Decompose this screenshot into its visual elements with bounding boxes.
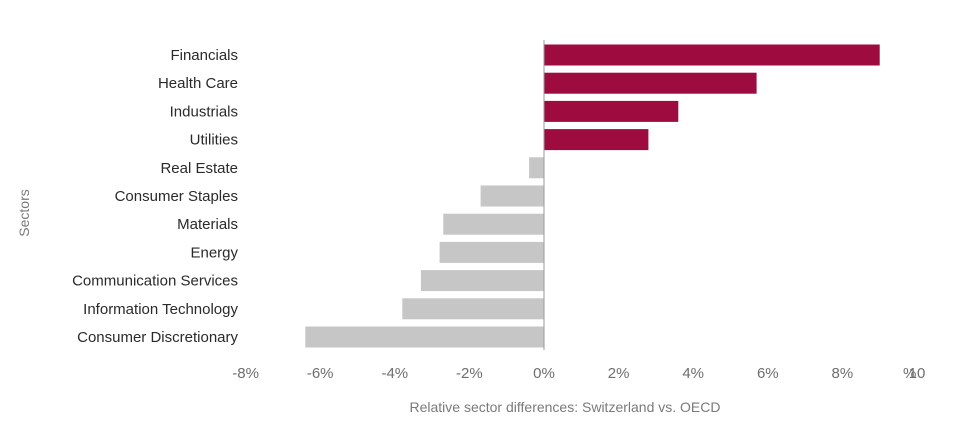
category-label: Health Care [158, 75, 238, 92]
x-tick-labels: -8% -6% -4% -2% 0% 2% 4% 6% 8% 10 [232, 365, 925, 382]
category-label: Financials [170, 47, 238, 64]
x-tick-label: -6% [307, 365, 334, 382]
bars-group [305, 44, 880, 348]
category-label: Information Technology [83, 301, 238, 318]
category-label: Consumer Discretionary [77, 329, 238, 346]
bar-industrials [544, 100, 679, 122]
x-tick-label: -4% [381, 365, 408, 382]
x-tick-label: 8% [832, 365, 854, 382]
bar-communication-services [420, 270, 544, 292]
x-unit-label: % [903, 365, 916, 382]
x-axis-title: Relative sector differences: Switzerland… [410, 399, 721, 415]
x-tick-label: 4% [682, 365, 704, 382]
category-label: Real Estate [160, 160, 238, 177]
bar-financials [544, 44, 880, 66]
x-tick-label: -2% [456, 365, 483, 382]
bar-materials [443, 213, 544, 235]
bar-health-care [544, 72, 757, 94]
category-label: Industrials [170, 103, 238, 120]
bar-information-technology [402, 298, 544, 320]
category-label: Materials [177, 216, 238, 233]
bar-real-estate [529, 157, 544, 179]
bar-energy [439, 241, 544, 263]
bar-consumer-staples [480, 185, 544, 207]
x-tick-label: -8% [232, 365, 259, 382]
bar-utilities [544, 129, 649, 151]
category-label: Energy [190, 244, 238, 261]
y-axis-title: Sectors [16, 189, 32, 236]
category-labels: Financials Health Care Industrials Utilitie… [72, 47, 238, 346]
category-label: Communication Services [72, 273, 238, 290]
category-label: Consumer Staples [115, 188, 238, 205]
x-tick-label: 0% [533, 365, 555, 382]
x-tick-label: 6% [757, 365, 779, 382]
bar-consumer-discretionary [305, 326, 544, 348]
category-label: Utilities [190, 132, 238, 149]
x-tick-label: 10 [909, 365, 926, 382]
x-tick-label: 2% [608, 365, 630, 382]
